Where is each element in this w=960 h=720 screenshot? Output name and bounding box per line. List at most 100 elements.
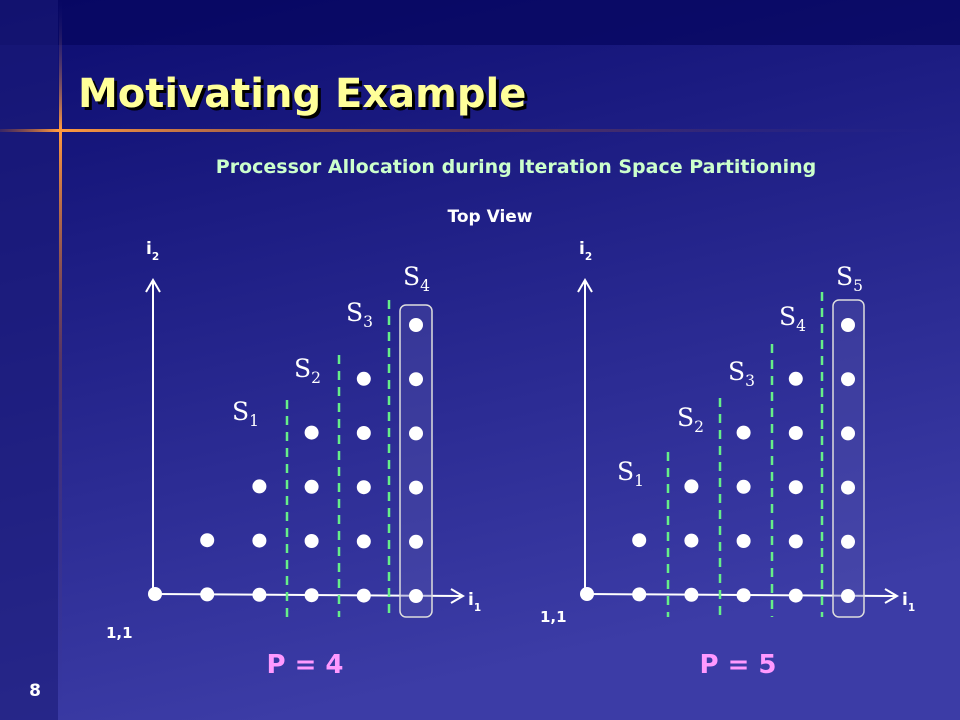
side-band <box>0 0 58 720</box>
highlight-box <box>832 299 865 618</box>
iteration-point <box>200 533 215 548</box>
highlight-box <box>399 304 433 618</box>
y-axis-label: i2 <box>146 239 159 263</box>
y-arrow <box>145 278 161 293</box>
stage-label-sub: 4 <box>796 317 806 335</box>
iteration-point <box>841 372 855 387</box>
stage-label: S2 <box>294 354 321 387</box>
origin-label: 1,1 <box>540 608 567 626</box>
iteration-point <box>736 588 751 603</box>
iteration-point <box>841 534 855 549</box>
iteration-point <box>841 426 855 441</box>
stage-label: S4 <box>779 302 806 335</box>
iteration-point <box>356 426 371 440</box>
y-axis-label-base: i <box>579 239 585 259</box>
rule <box>59 0 62 720</box>
rule <box>0 129 960 132</box>
x-axis-label-sub: 1 <box>908 602 915 614</box>
y-axis-label: i2 <box>579 239 592 263</box>
iteration-point <box>409 372 423 387</box>
processor-count: P = 4 <box>266 650 343 680</box>
stage-label-base: S <box>617 457 634 486</box>
title: Motivating Example <box>78 71 526 117</box>
stage-label-sub: 2 <box>694 418 704 436</box>
iteration-point <box>684 587 699 602</box>
iteration-point <box>841 318 855 332</box>
iteration-point <box>356 534 371 549</box>
iteration-point <box>632 587 647 602</box>
iteration-point <box>409 534 423 549</box>
x-axis-label: i1 <box>468 590 481 614</box>
iteration-point <box>736 425 751 440</box>
iteration-point <box>788 534 803 549</box>
iteration-point <box>252 479 267 494</box>
y-axis-label-sub: 2 <box>585 251 592 263</box>
x-axis-label-sub: 1 <box>474 602 481 614</box>
x-axis-label-base: i <box>902 590 908 610</box>
stage-label: S1 <box>617 457 644 490</box>
caption: Top View <box>447 207 532 227</box>
stage-label-sub: 2 <box>311 369 321 387</box>
processor-count: P = 5 <box>699 650 776 680</box>
iteration-point <box>148 587 162 601</box>
iteration-point <box>356 588 371 603</box>
iteration-point <box>304 588 319 603</box>
stage-label: S2 <box>677 403 704 436</box>
iteration-point <box>632 533 647 548</box>
stage-label-base: S <box>836 262 853 291</box>
iteration-point <box>788 371 803 386</box>
stage-label-base: S <box>403 262 420 291</box>
iteration-point <box>409 426 423 441</box>
iteration-point <box>252 587 267 602</box>
iteration-point <box>409 589 423 603</box>
stage-label-sub: 3 <box>363 313 373 331</box>
stage-label: S4 <box>403 262 430 295</box>
iteration-point <box>684 479 699 494</box>
stage-label-base: S <box>294 354 311 383</box>
y-axis-label-sub: 2 <box>152 251 159 263</box>
iteration-point <box>200 587 215 602</box>
iteration-point <box>252 533 267 548</box>
stage-label: S5 <box>836 262 863 295</box>
stage-label-sub: 1 <box>249 412 259 430</box>
stage-label-base: S <box>232 397 249 426</box>
y-arrow <box>577 278 593 293</box>
iteration-point <box>736 479 751 494</box>
origin-label: 1,1 <box>106 624 133 642</box>
iteration-point <box>788 480 803 495</box>
stage-label: S3 <box>728 357 755 390</box>
iteration-point <box>409 480 423 495</box>
iteration-point <box>304 534 319 548</box>
x-axis-label: i1 <box>902 590 915 614</box>
iteration-point <box>841 589 855 603</box>
page-number: 8 <box>29 681 41 701</box>
stage-label-base: S <box>677 403 694 432</box>
iteration-point <box>304 425 319 440</box>
iteration-point <box>841 480 855 495</box>
stage-label-base: S <box>346 298 363 327</box>
iteration-point <box>788 426 803 440</box>
iteration-point <box>684 533 699 548</box>
stage-label-sub: 4 <box>420 277 430 295</box>
title-shadow: Motivating Example <box>81 74 529 120</box>
iteration-point <box>580 587 594 601</box>
stage-label-sub: 3 <box>745 372 755 390</box>
top-band <box>0 0 960 45</box>
subtitle: Processor Allocation during Iteration Sp… <box>216 156 816 178</box>
iteration-point <box>736 534 751 548</box>
stage-label-sub: 1 <box>634 472 644 490</box>
stage-label: S3 <box>346 298 373 331</box>
stage-label: S1 <box>232 397 259 430</box>
stage-label-base: S <box>728 357 745 386</box>
x-arrow <box>884 588 899 604</box>
iteration-point <box>356 480 371 495</box>
iteration-point <box>304 479 319 494</box>
iteration-point <box>788 588 803 603</box>
y-axis-label-base: i <box>146 239 152 259</box>
stage-label-base: S <box>779 302 796 331</box>
x-arrow <box>450 588 465 604</box>
stage-label-sub: 5 <box>853 277 863 295</box>
x-axis-label-base: i <box>468 590 474 610</box>
